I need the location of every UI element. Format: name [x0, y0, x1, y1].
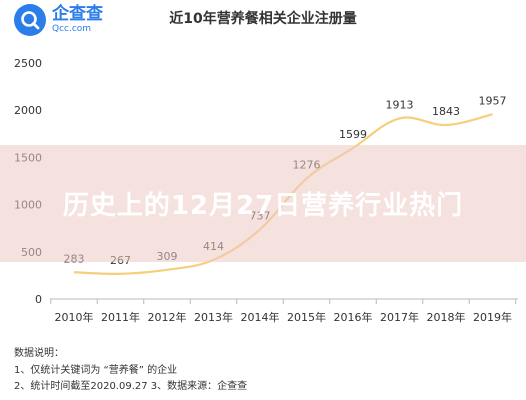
x-tick-label: 2018年: [427, 310, 466, 324]
overlay-banner: 历史上的12月27日营养行业热门: [0, 145, 526, 262]
y-tick-label: 2000: [14, 104, 42, 117]
qcc-logo-icon: [14, 4, 46, 36]
x-tick-label: 2015年: [287, 310, 326, 324]
x-tick-label: 2016年: [334, 310, 373, 324]
notes-heading: 数据说明：: [14, 348, 64, 359]
logo-domain: Qcc.com: [52, 24, 92, 34]
chart-title: 近10年营养餐相关企业注册量: [169, 11, 357, 27]
notes-line-2: 2、统计时间截至2020.09.27 3、数据来源：企查查: [14, 381, 248, 392]
banner-text: 历史上的12月27日营养行业热门: [62, 191, 464, 221]
data-label: 1843: [432, 105, 460, 118]
x-tick-label: 2014年: [241, 310, 280, 324]
x-tick-label: 2011年: [101, 310, 140, 324]
notes-line-1: 1、仅统计关键词为 “营养餐” 的企业: [14, 364, 178, 376]
y-tick-label: 0: [35, 293, 42, 306]
x-tick-label: 2013年: [194, 310, 233, 324]
logo-name: 企查查: [52, 4, 103, 24]
x-tick-label: 2019年: [473, 310, 512, 324]
x-tick-label: 2010年: [55, 310, 94, 324]
data-label: 1957: [479, 94, 507, 107]
y-tick-label: 2500: [14, 57, 42, 70]
x-tick-label: 2017年: [380, 310, 419, 324]
qcc-logo: 企查查 Qcc.com: [14, 4, 103, 36]
data-label: 1913: [386, 98, 414, 111]
data-label: 1599: [339, 128, 367, 141]
data-notes: 数据说明： 1、仅统计关键词为 “营养餐” 的企业 2、统计时间截至2020.0…: [14, 346, 247, 396]
x-tick-label: 2012年: [148, 310, 187, 324]
